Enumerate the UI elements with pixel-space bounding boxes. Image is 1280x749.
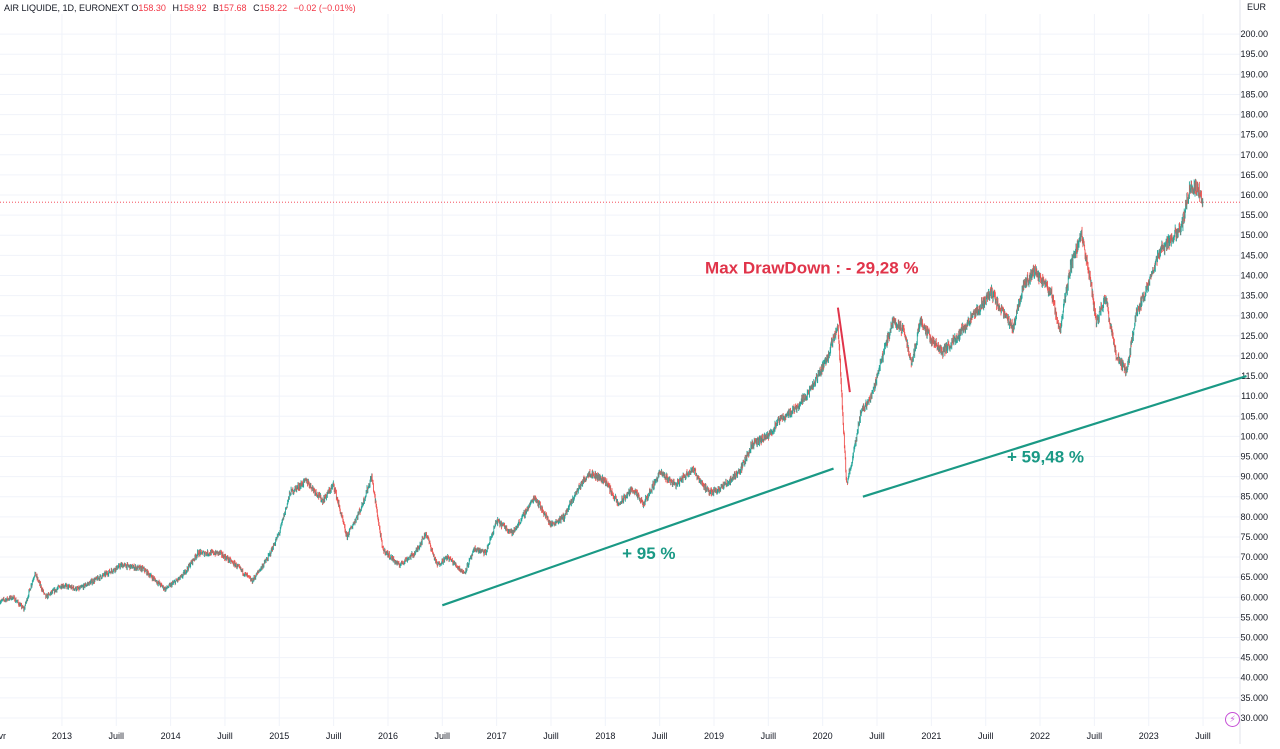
- x-tick-label: 2016: [378, 731, 398, 741]
- y-tick-label: 85.000: [1240, 492, 1268, 502]
- y-tick-label: 135.00: [1240, 291, 1268, 301]
- y-tick-label: 180.00: [1240, 110, 1268, 120]
- x-tick-label: Juill: [1087, 731, 1103, 741]
- y-tick-label: 75.000: [1240, 532, 1268, 542]
- close-value: 158.22: [259, 3, 288, 13]
- y-tick-label: 190.00: [1240, 69, 1268, 79]
- change-value: −0.02 (−0.01%): [293, 3, 356, 13]
- x-tick-label: Juill: [543, 731, 559, 741]
- x-tick-label: 2013: [52, 731, 72, 741]
- x-tick-label: Juill: [217, 731, 233, 741]
- x-tick-label: 2023: [1139, 731, 1159, 741]
- y-tick-label: 115.00: [1241, 371, 1268, 381]
- y-tick-label: 90.000: [1240, 472, 1268, 482]
- drawdown-line[interactable]: [836, 307, 851, 393]
- x-tick-label: 2020: [813, 731, 833, 741]
- y-tick-label: 200.00: [1240, 29, 1268, 39]
- y-tick-label: 95.000: [1240, 451, 1268, 461]
- y-tick-label: 130.00: [1240, 311, 1268, 321]
- annotation-text[interactable]: + 59,48 %: [1007, 448, 1084, 467]
- high-label: H: [172, 3, 179, 13]
- y-tick-label: 165.00: [1240, 170, 1268, 180]
- y-tick-label: 45.000: [1240, 653, 1268, 663]
- close-label: C: [253, 3, 260, 13]
- y-tick-label: 120.00: [1240, 351, 1268, 361]
- trendline[interactable]: [441, 467, 834, 607]
- y-tick-label: 70.000: [1240, 552, 1268, 562]
- y-tick-label: 105.00: [1240, 411, 1268, 421]
- y-tick-label: 60.000: [1240, 592, 1268, 602]
- y-tick-label: 50.000: [1240, 633, 1268, 643]
- currency-label[interactable]: EUR: [1246, 2, 1266, 12]
- x-tick-label: 2014: [161, 731, 181, 741]
- symbol-legend: AIR LIQUIDE, 1D, EURONEXT O158.30 H158.9…: [4, 2, 356, 14]
- x-tick-label: Juill: [652, 731, 668, 741]
- annotation-text[interactable]: Max DrawDown : - 29,28 %: [705, 258, 919, 277]
- x-tick-label: 2022: [1030, 731, 1050, 741]
- y-tick-label: 150.00: [1240, 230, 1268, 240]
- symbol-name: AIR LIQUIDE, 1D, EURONEXT: [4, 3, 129, 13]
- x-tick-label: 2021: [921, 731, 941, 741]
- x-tick-label: 2015: [269, 731, 289, 741]
- y-tick-label: 40.000: [1240, 673, 1268, 683]
- y-tick-label: 55.000: [1240, 612, 1268, 622]
- x-tick-label: Juill: [761, 731, 777, 741]
- y-tick-label: 35.000: [1240, 693, 1268, 703]
- x-tick-label: vr: [0, 731, 6, 741]
- low-label: B: [213, 3, 220, 13]
- y-tick-label: 65.000: [1240, 572, 1268, 582]
- y-tick-label: 175.00: [1240, 130, 1268, 140]
- y-tick-label: 195.00: [1240, 49, 1268, 59]
- x-tick-label: Juill: [326, 731, 342, 741]
- x-tick-label: Juill: [869, 731, 885, 741]
- open-value: 158.30: [138, 3, 166, 13]
- open-label: O: [131, 3, 139, 13]
- y-tick-label: 110.00: [1241, 391, 1268, 401]
- x-tick-label: Juill: [435, 731, 451, 741]
- trendline[interactable]: [862, 374, 1247, 498]
- annotation-text[interactable]: + 95 %: [622, 544, 675, 563]
- y-tick-label: 30.000: [1240, 713, 1268, 723]
- x-tick-label: Juill: [978, 731, 994, 741]
- y-tick-label: 160.00: [1240, 190, 1268, 200]
- x-tick-label: 2018: [595, 731, 615, 741]
- y-tick-label: 125.00: [1240, 331, 1268, 341]
- y-tick-label: 170.00: [1240, 150, 1268, 160]
- x-tick-label: 2019: [704, 731, 724, 741]
- high-value: 158.92: [178, 3, 207, 13]
- x-tick-label: Juill: [1195, 731, 1211, 741]
- x-tick-label: Juill: [109, 731, 125, 741]
- y-tick-label: 155.00: [1240, 210, 1268, 220]
- y-tick-label: 185.00: [1240, 89, 1268, 99]
- lightning-icon[interactable]: ⚡: [1225, 712, 1240, 727]
- y-tick-label: 80.000: [1240, 512, 1268, 522]
- x-tick-label: 2017: [487, 731, 507, 741]
- y-tick-label: 140.00: [1240, 270, 1268, 280]
- low-value: 157.68: [219, 3, 247, 13]
- y-tick-label: 100.00: [1240, 431, 1268, 441]
- y-tick-label: 145.00: [1240, 250, 1268, 260]
